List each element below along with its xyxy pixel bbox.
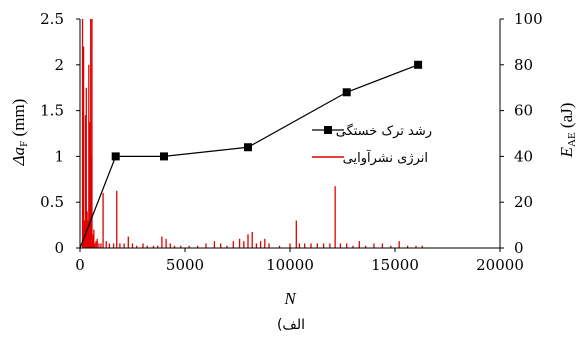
legend: رشد ترک خستگی انرژی نشرآوایی: [312, 123, 432, 166]
y-left-axis-title-sub: F: [18, 141, 30, 147]
y-left-tick-label: 0: [54, 239, 64, 257]
crack-growth-series: [79, 60, 423, 249]
y-right-tick-label: 20: [514, 193, 533, 211]
crack-growth-point: [111, 152, 120, 161]
y-right-axis-title-sub: AE: [566, 132, 578, 147]
y-left-tick-label: 1: [54, 147, 64, 165]
y-left-axis-title: ΔaF (mm): [9, 99, 30, 167]
x-tick-label: 10000: [266, 256, 314, 274]
y-left-tick-label: 2: [54, 56, 64, 74]
y-left-axis-title-prefix: Δa: [9, 147, 28, 166]
crack-growth-point: [244, 143, 252, 152]
axes: [79, 19, 501, 249]
x-tick-label: 0: [75, 256, 85, 274]
y-right-tick-label: 60: [514, 102, 533, 120]
x-tick-label: 20000: [476, 256, 524, 274]
crack-growth-point: [342, 88, 351, 97]
y-right-axis-title-unit: (aJ): [557, 103, 576, 133]
figure-caption: (الف: [277, 317, 305, 333]
y-left-axis-title-unit: (mm): [9, 99, 28, 141]
y-right-tick-label: 100: [514, 10, 543, 28]
y-right-axis-title-prefix: E: [557, 146, 576, 158]
y-left-tick-label: 1.5: [40, 102, 64, 120]
y-right-tick-label: 40: [514, 147, 533, 165]
acoustic-emission-series: [81, 19, 423, 248]
legend-crack-label: رشد ترک خستگی: [336, 123, 432, 139]
legend-crack-marker: [324, 126, 332, 134]
y-left-tick-label: 2.5: [40, 10, 64, 28]
y-right-tick-label: 80: [514, 56, 533, 74]
crack-growth-line: [79, 64, 419, 249]
y-right-axis-title: EAE (aJ): [557, 103, 578, 159]
x-tick-label: 15000: [371, 256, 419, 274]
tick-labels: 0 5000 10000 15000 2000000.511.522.502040608…: [40, 10, 543, 274]
crack-growth-point: [414, 60, 423, 69]
y-right-tick-label: 0: [514, 239, 524, 257]
crack-growth-point: [160, 152, 168, 161]
y-left-tick-label: 0.5: [40, 193, 64, 211]
x-tick-label: 5000: [166, 256, 204, 274]
x-axis-title: N: [283, 289, 297, 308]
legend-ae-label: انرژی نشرآوایی: [343, 149, 428, 166]
